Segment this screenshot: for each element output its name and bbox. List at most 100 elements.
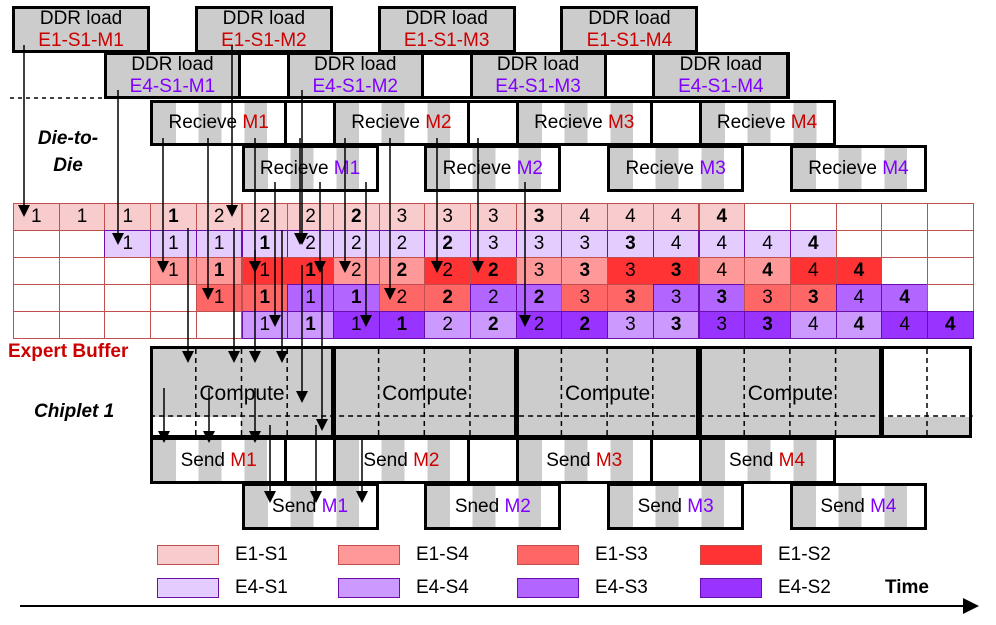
buffer-cell-e4-s3: 1 (287, 284, 334, 312)
receive-verb: Recieve (351, 112, 426, 133)
buffer-cell-e4-s3: 4 (835, 284, 883, 312)
time-label: Time (885, 577, 930, 598)
box-text: Recieve M1 (260, 158, 360, 180)
ddr-title: DDR load (496, 53, 580, 75)
box-text: Compute (565, 383, 650, 405)
ddr-load-e4-m1: DDR load E4-S1-M1 (103, 52, 241, 99)
ddr-tag: E1-S1-M4 (586, 29, 673, 51)
ddr-load-e1-m2: DDR load E1-S1-M2 (194, 6, 333, 53)
box-text: DDR load (131, 54, 213, 76)
send-e4-m3: Send M3 (607, 483, 745, 530)
ddr-title: DDR load (588, 7, 671, 29)
ddr-load-e1-m3: DDR load E1-S1-M3 (377, 6, 516, 53)
buffer-cell-e1-s3: 3 (607, 284, 654, 312)
send-verb: Send (729, 449, 779, 471)
ddr-load-e4-m4: DDR load E4-S1-M4 (652, 52, 790, 99)
legend-swatch (517, 578, 579, 598)
compute-block-3: Compute (515, 346, 700, 438)
buffer-free-area (153, 417, 242, 435)
box-text: Compute (382, 383, 467, 405)
send-e4-m4: Send M4 (789, 483, 927, 530)
buffer-cell-e4-s1: 2 (332, 230, 380, 258)
box-text: E4-S1-M3 (495, 76, 581, 98)
receive-verb: Recieve (259, 157, 334, 179)
receive-tag: M1 (242, 112, 269, 133)
receive-e1-m3: Recieve M3 (515, 100, 653, 146)
box-text: Recieve M2 (351, 112, 451, 134)
send-tag: M3 (687, 495, 714, 517)
legend-label: E1-S4 (416, 544, 469, 565)
ddr-title: DDR load (131, 53, 214, 75)
send-e1-m4: Send M4 (698, 437, 836, 484)
receive-e4-m1: Recieve M1 (241, 145, 379, 192)
box-text: E4-S1-M2 (312, 76, 398, 98)
box-text: Send M1 (272, 496, 348, 518)
receive-e1-m1: Recieve M1 (150, 100, 288, 146)
box-text: E1-S1-M1 (38, 30, 124, 52)
ddr-tag: E4-S1-M3 (495, 75, 581, 97)
ddr-title: DDR load (405, 7, 488, 29)
ddr-load-e4-m2: DDR load E4-S1-M2 (286, 52, 424, 99)
box-text: Recieve M3 (625, 158, 725, 180)
box-text: Recieve M4 (717, 112, 817, 134)
ddr-title: DDR load (679, 53, 763, 75)
buffer-cell-e1-s1: 4 (561, 203, 609, 231)
box-text: Send M4 (820, 496, 896, 518)
box-text: Compute (748, 383, 833, 405)
legend-label: E4-S2 (778, 577, 831, 598)
compute-label: Compute (564, 382, 651, 405)
ddr-title: DDR load (222, 7, 306, 29)
send-e1-m1: Send M1 (150, 437, 288, 484)
legend-label: E1-S2 (778, 544, 831, 565)
send-verb: Send (272, 495, 322, 517)
send-verb: Send (820, 495, 871, 517)
box-text: Send M2 (363, 450, 439, 472)
receive-tag: M2 (516, 157, 543, 179)
receive-tag: M2 (425, 112, 452, 133)
ddr-load-e4-m3: DDR load E4-S1-M3 (469, 52, 607, 99)
legend-swatch (700, 545, 762, 565)
box-text: DDR load (405, 8, 487, 30)
buffer-cell-e1-s1: 1 (58, 203, 106, 231)
send-e1-m3: Send M3 (515, 437, 653, 484)
buffer-cell-e1-s1: 1 (104, 203, 152, 231)
box-text: Recieve M3 (534, 112, 634, 134)
box-text: Sned M2 (455, 496, 531, 518)
ddr-tag: E1-S1-M3 (403, 29, 490, 51)
receive-verb: Recieve (808, 157, 883, 179)
receive-verb: Recieve (625, 157, 700, 179)
ddr-load-e1-m1: DDR load E1-S1-M1 (12, 6, 151, 53)
box-text: DDR load (497, 54, 579, 76)
box-text: DDR load (588, 8, 670, 30)
receive-tag: M4 (882, 157, 909, 179)
box-text: DDR load (40, 8, 122, 30)
buffer-cell-e1-s2: 4 (835, 257, 883, 285)
send-tag: M2 (504, 495, 531, 517)
send-tag: M2 (413, 449, 440, 471)
ddr-tag: E1-S1-M2 (221, 29, 307, 51)
buffer-cell-e4-s2: 4 (927, 311, 974, 339)
send-verb: Sned (454, 495, 505, 517)
receive-verb: Recieve (716, 112, 791, 133)
box-text: DDR load (680, 54, 762, 76)
send-tag: M1 (321, 495, 349, 517)
buffer-cell-e1-s1: 3 (378, 203, 426, 231)
legend-label: E4-S3 (595, 577, 648, 598)
box-text: E1-S1-M3 (404, 30, 490, 52)
box-text: Send M1 (181, 450, 257, 472)
buffer-cell-e1-s1: 2 (332, 203, 380, 231)
box-text: Compute (199, 383, 284, 405)
ddr-title: DDR load (39, 7, 123, 29)
box-text: E4-S1-M1 (130, 76, 216, 98)
receive-e4-m4: Recieve M4 (789, 145, 927, 192)
ddr-load-e1-m4: DDR load E1-S1-M4 (560, 6, 699, 53)
compute-label: Compute (382, 382, 468, 405)
legend-label: E4-S4 (416, 577, 469, 598)
ddr-tag: E1-S1-M1 (38, 29, 124, 51)
box-text: DDR load (314, 54, 396, 76)
buffer-cell-e4-s1: 4 (744, 230, 791, 258)
buffer-cell-e4-s1: 1 (150, 230, 197, 258)
buffer-cell-e1-s3: 2 (424, 284, 471, 312)
